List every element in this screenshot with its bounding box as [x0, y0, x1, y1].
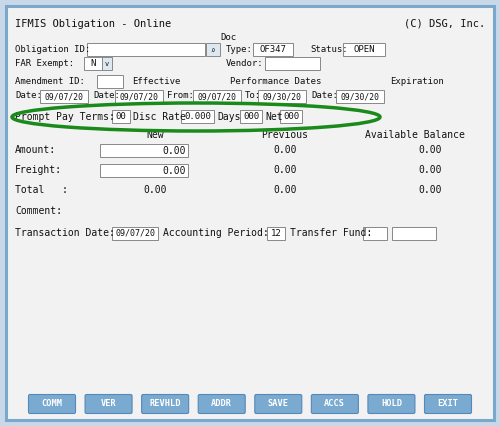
Text: Obligation ID:: Obligation ID: — [15, 44, 90, 54]
Text: HOLD: HOLD — [381, 400, 402, 409]
Bar — [100, 164, 188, 177]
Bar — [267, 227, 285, 240]
Text: Total   :: Total : — [15, 185, 68, 195]
Bar — [84, 57, 102, 70]
Text: Transfer Fund:: Transfer Fund: — [290, 228, 372, 238]
Text: 0.00: 0.00 — [162, 146, 186, 155]
Text: Accounting Period:: Accounting Period: — [163, 228, 269, 238]
Text: Type:: Type: — [226, 44, 253, 54]
Bar — [115, 90, 163, 103]
Bar — [181, 110, 214, 123]
Text: Date:: Date: — [15, 92, 42, 101]
Bar — [193, 90, 241, 103]
Text: v: v — [105, 61, 109, 67]
Text: 0.00: 0.00 — [273, 185, 297, 195]
Text: IFMIS Obligation - Online: IFMIS Obligation - Online — [15, 19, 171, 29]
Text: 09/30/20: 09/30/20 — [340, 92, 380, 101]
Text: Disc Rate: Disc Rate — [133, 112, 186, 122]
Text: 0.00: 0.00 — [162, 165, 186, 176]
FancyBboxPatch shape — [424, 394, 472, 414]
Bar — [363, 227, 387, 240]
Text: 09/07/20: 09/07/20 — [120, 92, 158, 101]
Text: Amendment ID:: Amendment ID: — [15, 77, 85, 86]
Bar — [100, 144, 188, 157]
Text: Status:: Status: — [310, 44, 348, 54]
Bar — [280, 110, 302, 123]
Bar — [87, 43, 205, 56]
Text: 0.00: 0.00 — [418, 145, 442, 155]
Text: Date:: Date: — [311, 92, 338, 101]
Text: Doc: Doc — [220, 34, 236, 43]
Bar — [112, 110, 130, 123]
Text: VER: VER — [100, 400, 116, 409]
Text: OPEN: OPEN — [353, 45, 375, 54]
Text: 09/07/20: 09/07/20 — [198, 92, 236, 101]
Text: 0.00: 0.00 — [144, 185, 167, 195]
Bar — [206, 43, 220, 56]
Bar — [343, 43, 385, 56]
Text: Performance Dates: Performance Dates — [230, 77, 322, 86]
Text: 000: 000 — [283, 112, 299, 121]
Text: Net: Net — [265, 112, 282, 122]
Text: 0.00: 0.00 — [418, 165, 442, 175]
Text: 0.000: 0.000 — [184, 112, 211, 121]
Text: OF347: OF347 — [260, 45, 286, 54]
Text: 09/07/20: 09/07/20 — [115, 229, 155, 238]
Bar — [258, 90, 306, 103]
Bar — [336, 90, 384, 103]
Bar — [40, 90, 88, 103]
Text: 09/07/20: 09/07/20 — [44, 92, 84, 101]
Text: Freight:: Freight: — [15, 165, 62, 175]
Bar — [97, 75, 123, 88]
Text: 12: 12 — [270, 229, 281, 238]
Text: 0.00: 0.00 — [273, 145, 297, 155]
Text: ⌕: ⌕ — [210, 46, 216, 55]
Text: ACCS: ACCS — [324, 400, 345, 409]
Text: 09/30/20: 09/30/20 — [262, 92, 302, 101]
FancyBboxPatch shape — [142, 394, 188, 414]
Text: Amount:: Amount: — [15, 145, 56, 155]
Bar — [102, 57, 112, 70]
Text: From:: From: — [167, 92, 194, 101]
Bar — [112, 227, 158, 240]
Text: Available Balance: Available Balance — [365, 130, 465, 140]
Text: 00: 00 — [116, 112, 126, 121]
Text: ADDR: ADDR — [211, 400, 232, 409]
Bar — [392, 227, 436, 240]
Bar — [265, 57, 320, 70]
Text: Prompt Pay Terms:: Prompt Pay Terms: — [15, 112, 115, 122]
Text: 000: 000 — [243, 112, 259, 121]
Text: To:: To: — [245, 92, 261, 101]
Text: Comment:: Comment: — [15, 206, 62, 216]
Bar — [240, 110, 262, 123]
Text: Days: Days — [217, 112, 240, 122]
FancyBboxPatch shape — [85, 394, 132, 414]
Text: N: N — [90, 59, 96, 68]
FancyBboxPatch shape — [368, 394, 415, 414]
Text: COMM: COMM — [42, 400, 62, 409]
Bar — [253, 43, 293, 56]
Text: Transaction Date:: Transaction Date: — [15, 228, 115, 238]
FancyBboxPatch shape — [312, 394, 358, 414]
Text: REVHLD: REVHLD — [150, 400, 181, 409]
Text: FAR Exempt:: FAR Exempt: — [15, 60, 74, 69]
Text: Previous: Previous — [262, 130, 308, 140]
FancyBboxPatch shape — [255, 394, 302, 414]
Text: Date:: Date: — [93, 92, 120, 101]
FancyBboxPatch shape — [198, 394, 245, 414]
Text: (C) DSG, Inc.: (C) DSG, Inc. — [404, 19, 485, 29]
Text: 0.00: 0.00 — [418, 185, 442, 195]
Text: SAVE: SAVE — [268, 400, 289, 409]
Text: New: New — [146, 130, 164, 140]
Text: Expiration: Expiration — [390, 77, 444, 86]
Text: Vendor:: Vendor: — [226, 60, 264, 69]
Text: Effective: Effective — [132, 77, 180, 86]
FancyBboxPatch shape — [28, 394, 76, 414]
Text: EXIT: EXIT — [438, 400, 458, 409]
Text: 0.00: 0.00 — [273, 165, 297, 175]
